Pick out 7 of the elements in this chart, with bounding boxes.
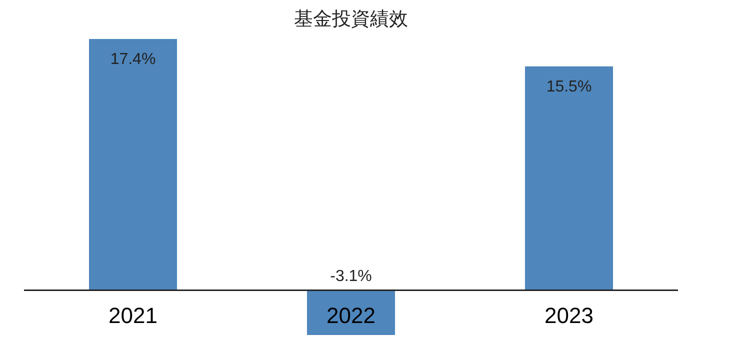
- data-label: -3.1%: [330, 268, 372, 286]
- chart-title: 基金投資績效: [294, 9, 408, 30]
- x-tick-label: 2021: [108, 303, 158, 328]
- x-tick-label: 2023: [544, 303, 594, 328]
- data-label: 15.5%: [546, 78, 592, 96]
- data-label: 17.4%: [110, 51, 156, 68]
- x-tick-label: 2022: [326, 303, 376, 328]
